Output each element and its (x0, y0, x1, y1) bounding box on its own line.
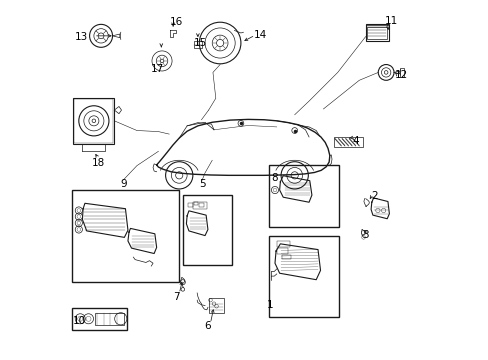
Text: 14: 14 (253, 30, 267, 40)
Text: 16: 16 (169, 17, 183, 27)
Bar (73, 98, 114, 144)
Bar (277, 241, 289, 247)
Text: 3: 3 (362, 230, 368, 239)
Bar (366, 27, 386, 39)
Text: 18: 18 (91, 158, 104, 168)
Text: 5: 5 (199, 179, 205, 189)
Bar (333, 136, 362, 147)
Text: 1: 1 (266, 300, 273, 310)
Bar (187, 203, 192, 207)
Bar (74, 99, 113, 143)
Bar (183, 195, 232, 265)
Bar (268, 165, 338, 227)
Bar (72, 308, 126, 330)
Bar (193, 202, 198, 205)
Bar (365, 24, 388, 41)
Text: 17: 17 (151, 64, 164, 74)
Bar (192, 202, 206, 209)
Bar (94, 313, 124, 325)
Bar (193, 41, 202, 48)
Text: 15: 15 (194, 38, 207, 48)
Text: 2: 2 (370, 191, 377, 201)
Text: 9: 9 (120, 179, 126, 189)
Bar (277, 248, 287, 253)
Text: 7: 7 (173, 292, 179, 302)
Bar (399, 68, 403, 77)
Text: 10: 10 (73, 316, 86, 325)
Bar (282, 255, 290, 259)
Text: 13: 13 (74, 32, 87, 41)
Bar (72, 190, 179, 282)
Text: 8: 8 (271, 173, 278, 183)
Bar (268, 236, 338, 317)
Text: 4: 4 (352, 136, 358, 145)
Text: 12: 12 (394, 70, 407, 80)
Text: 11: 11 (384, 17, 397, 27)
Text: 6: 6 (204, 321, 211, 331)
Bar (208, 298, 223, 313)
Bar (199, 203, 203, 207)
